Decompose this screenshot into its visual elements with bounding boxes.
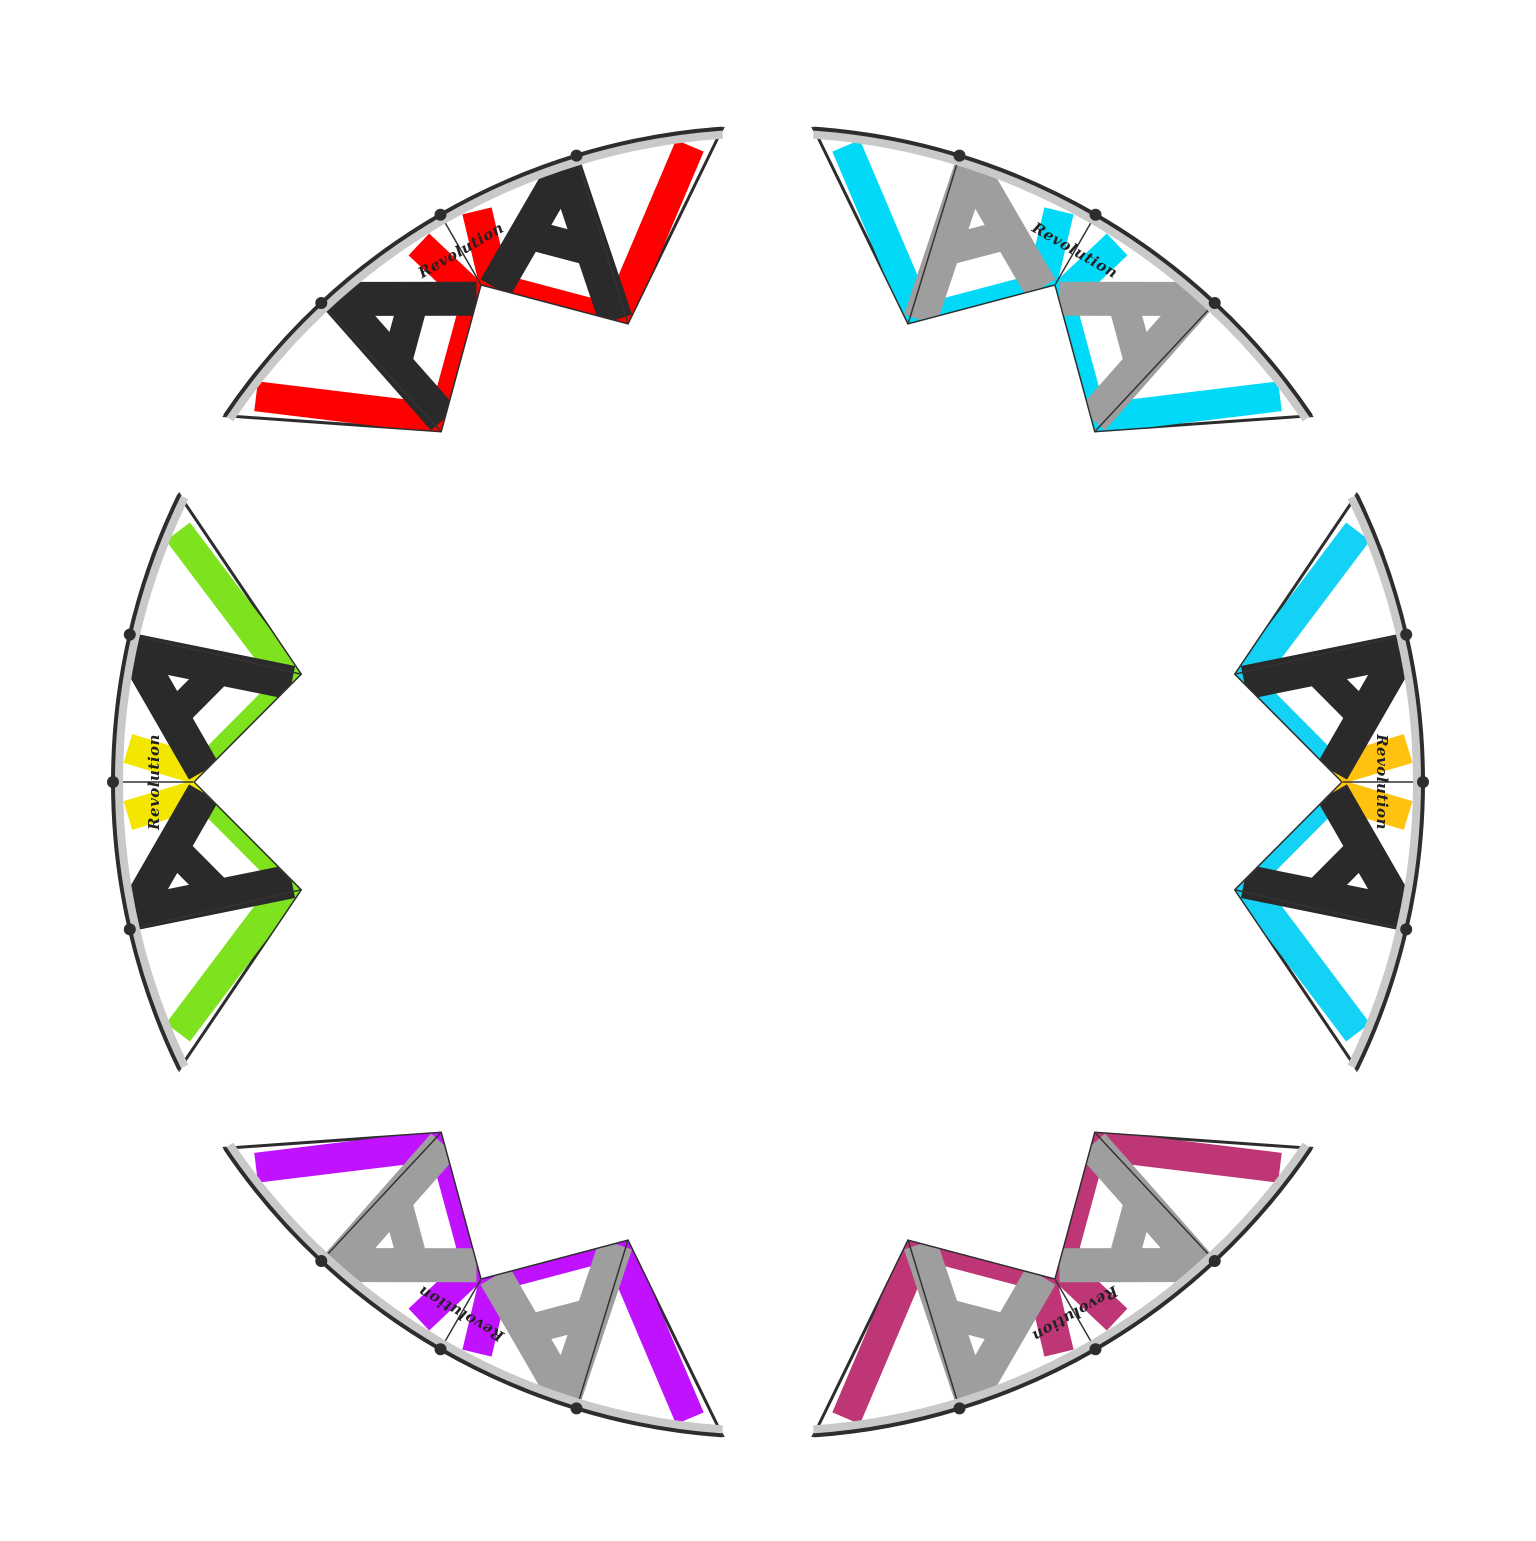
- cross-band: [527, 234, 593, 252]
- spar-connector: [315, 1255, 327, 1267]
- kite-logo: Revolution: [1373, 733, 1391, 830]
- kite-red: Revolution: [225, 129, 723, 431]
- spar-connector: [1090, 209, 1102, 221]
- cross-band: [396, 1199, 414, 1265]
- spar-connector: [435, 1343, 447, 1355]
- spar-connector: [1090, 1343, 1102, 1355]
- spar-connector: [124, 923, 136, 935]
- spar-connector: [1417, 776, 1429, 788]
- cross-band: [943, 234, 1009, 252]
- kite-cyan-top: Revolution: [813, 129, 1311, 431]
- cross-band: [1122, 1199, 1140, 1265]
- spar-connector: [954, 1402, 966, 1414]
- spar-connector: [107, 776, 119, 788]
- spar-connector: [570, 1402, 582, 1414]
- spar-connector: [1400, 923, 1412, 935]
- kite-logo: Revolution: [145, 734, 163, 831]
- spar-connector: [1209, 297, 1221, 309]
- cross-band: [396, 299, 414, 365]
- kite-cyan-right: Revolution: [1236, 495, 1429, 1069]
- kite-purple: Revolution: [225, 1133, 723, 1435]
- kite-green: Revolution: [107, 495, 300, 1069]
- spar-connector: [124, 629, 136, 641]
- spar-connector: [1400, 629, 1412, 641]
- cross-band: [943, 1313, 1009, 1331]
- kites-group: Revolution Revolution Revolution Revolution…: [107, 129, 1429, 1436]
- spar-connector: [954, 150, 966, 162]
- cross-band: [527, 1313, 593, 1331]
- spar-connector: [315, 297, 327, 309]
- spar-connector: [570, 150, 582, 162]
- cross-band: [1122, 299, 1140, 365]
- spar-connector: [1209, 1255, 1221, 1267]
- kite-magenta: Revolution: [813, 1133, 1311, 1435]
- spar-connector: [435, 209, 447, 221]
